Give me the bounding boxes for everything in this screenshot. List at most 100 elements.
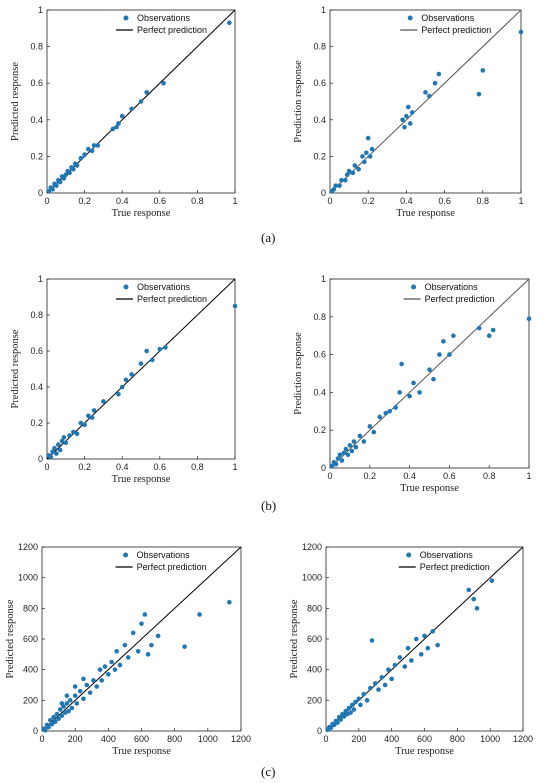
- x-tick-label: 1: [526, 471, 531, 481]
- observation-point: [405, 645, 411, 651]
- observation-point: [74, 163, 80, 168]
- x-tick-label: 0.6: [438, 196, 451, 206]
- y-tick-label: 0.2: [313, 151, 326, 161]
- observation-point: [387, 409, 393, 414]
- observation-point: [59, 438, 65, 444]
- y-tick-label: 600: [307, 634, 322, 644]
- observation-point: [182, 644, 187, 649]
- observation-point: [91, 408, 97, 413]
- observation-point: [116, 391, 121, 397]
- observation-point: [57, 179, 63, 185]
- observation-point: [51, 714, 56, 720]
- x-tick-label: 0.4: [403, 471, 416, 481]
- observation-point: [82, 422, 87, 428]
- legend-perfect-prediction-label: Perfect prediction: [137, 25, 207, 35]
- legend-perfect-prediction-label: Perfect prediction: [420, 562, 490, 572]
- observation-point: [57, 707, 63, 712]
- observation-point: [353, 699, 358, 705]
- observation-point: [227, 20, 232, 26]
- observation-point: [356, 696, 362, 702]
- panel-label-c: (c): [261, 764, 276, 779]
- panel-label-b: (b): [261, 498, 277, 513]
- observation-point: [490, 327, 496, 333]
- observation-point: [123, 377, 129, 383]
- x-axis-label: True response: [112, 208, 171, 219]
- observation-point: [335, 720, 340, 725]
- observation-point: [476, 91, 482, 97]
- observation-point: [526, 316, 532, 321]
- observation-point: [349, 448, 355, 454]
- observation-point: [486, 333, 492, 339]
- observation-point: [125, 655, 131, 660]
- y-tick-label: 1200: [302, 542, 322, 552]
- axes-frame: [329, 9, 522, 194]
- observation-point: [413, 636, 419, 642]
- observation-point: [399, 361, 404, 367]
- y-tick-label: 200: [307, 695, 322, 705]
- chart-c-left: 0 200 400 600 800 1000 1200 0 200 400 600 800 1000 12…: [5, 542, 251, 757]
- observation-point: [427, 93, 432, 99]
- x-tick-label: 0.4: [116, 196, 129, 206]
- observation-point: [82, 152, 87, 157]
- x-tick-label: 0.8: [191, 196, 204, 206]
- y-tick-label: 0.4: [30, 382, 43, 392]
- x-tick-label: 0.2: [78, 196, 91, 206]
- y-tick-label: 0: [38, 188, 43, 198]
- x-tick-label: 0.8: [483, 471, 496, 481]
- observation-point: [101, 399, 106, 404]
- x-tick-label: 0.8: [477, 196, 490, 206]
- observation-point: [331, 722, 337, 728]
- observation-point: [333, 461, 339, 467]
- x-tick-label: 0.6: [154, 462, 167, 472]
- observation-point: [97, 667, 103, 672]
- x-tick-label: 0: [39, 734, 44, 744]
- legend-perfect-prediction-label: Perfect prediction: [421, 25, 491, 35]
- axes-frame: [46, 9, 236, 194]
- observation-point: [112, 667, 118, 672]
- observation-point: [63, 440, 69, 446]
- observation-point: [430, 629, 436, 634]
- observation-point: [74, 431, 80, 437]
- observation-point: [86, 146, 91, 152]
- y-tick-label: 0.6: [313, 350, 326, 360]
- axes-frame: [46, 278, 236, 460]
- x-tick-label: 0: [327, 196, 332, 206]
- panel-label-a: (a): [261, 230, 276, 245]
- y-tick-label: 0: [33, 726, 38, 736]
- legend-observations-label: Observations: [137, 282, 191, 292]
- observation-point: [437, 352, 442, 357]
- observation-point: [157, 346, 163, 352]
- legend-observations-marker: [123, 284, 129, 290]
- axes-frame: [329, 278, 530, 469]
- observation-point: [356, 166, 361, 172]
- observation-point: [50, 187, 55, 192]
- observation-point: [431, 376, 436, 382]
- x-axis-label: True response: [400, 483, 459, 494]
- observation-point: [489, 578, 495, 584]
- observation-point: [377, 414, 383, 420]
- legend-observations-marker: [123, 15, 129, 21]
- x-tick-label: 0.6: [154, 196, 167, 206]
- observation-point: [422, 633, 427, 639]
- perfect-prediction-line: [41, 546, 242, 732]
- observation-point: [369, 638, 375, 643]
- observation-point: [400, 117, 405, 123]
- y-tick-label: 1: [321, 5, 326, 15]
- observation-point: [66, 708, 71, 714]
- observation-point: [343, 446, 349, 452]
- observation-point: [409, 658, 414, 663]
- observation-point: [365, 135, 371, 141]
- observation-point: [197, 612, 202, 617]
- observation-point: [351, 439, 357, 444]
- observation-point: [347, 443, 353, 448]
- x-tick-label: 200: [68, 734, 83, 744]
- observation-point: [59, 701, 65, 706]
- y-tick-label: 800: [23, 603, 38, 613]
- observation-point: [54, 183, 59, 188]
- observation-point: [338, 717, 344, 722]
- observation-point: [337, 183, 342, 188]
- observation-point: [109, 659, 114, 665]
- chart-a-left: 0 0.2 0.4 0.6 0.8 1 0 0.2 0.4 0.6 0.8 1 True respons…: [10, 5, 238, 219]
- y-tick-label: 0.6: [30, 346, 43, 356]
- observation-point: [474, 606, 480, 611]
